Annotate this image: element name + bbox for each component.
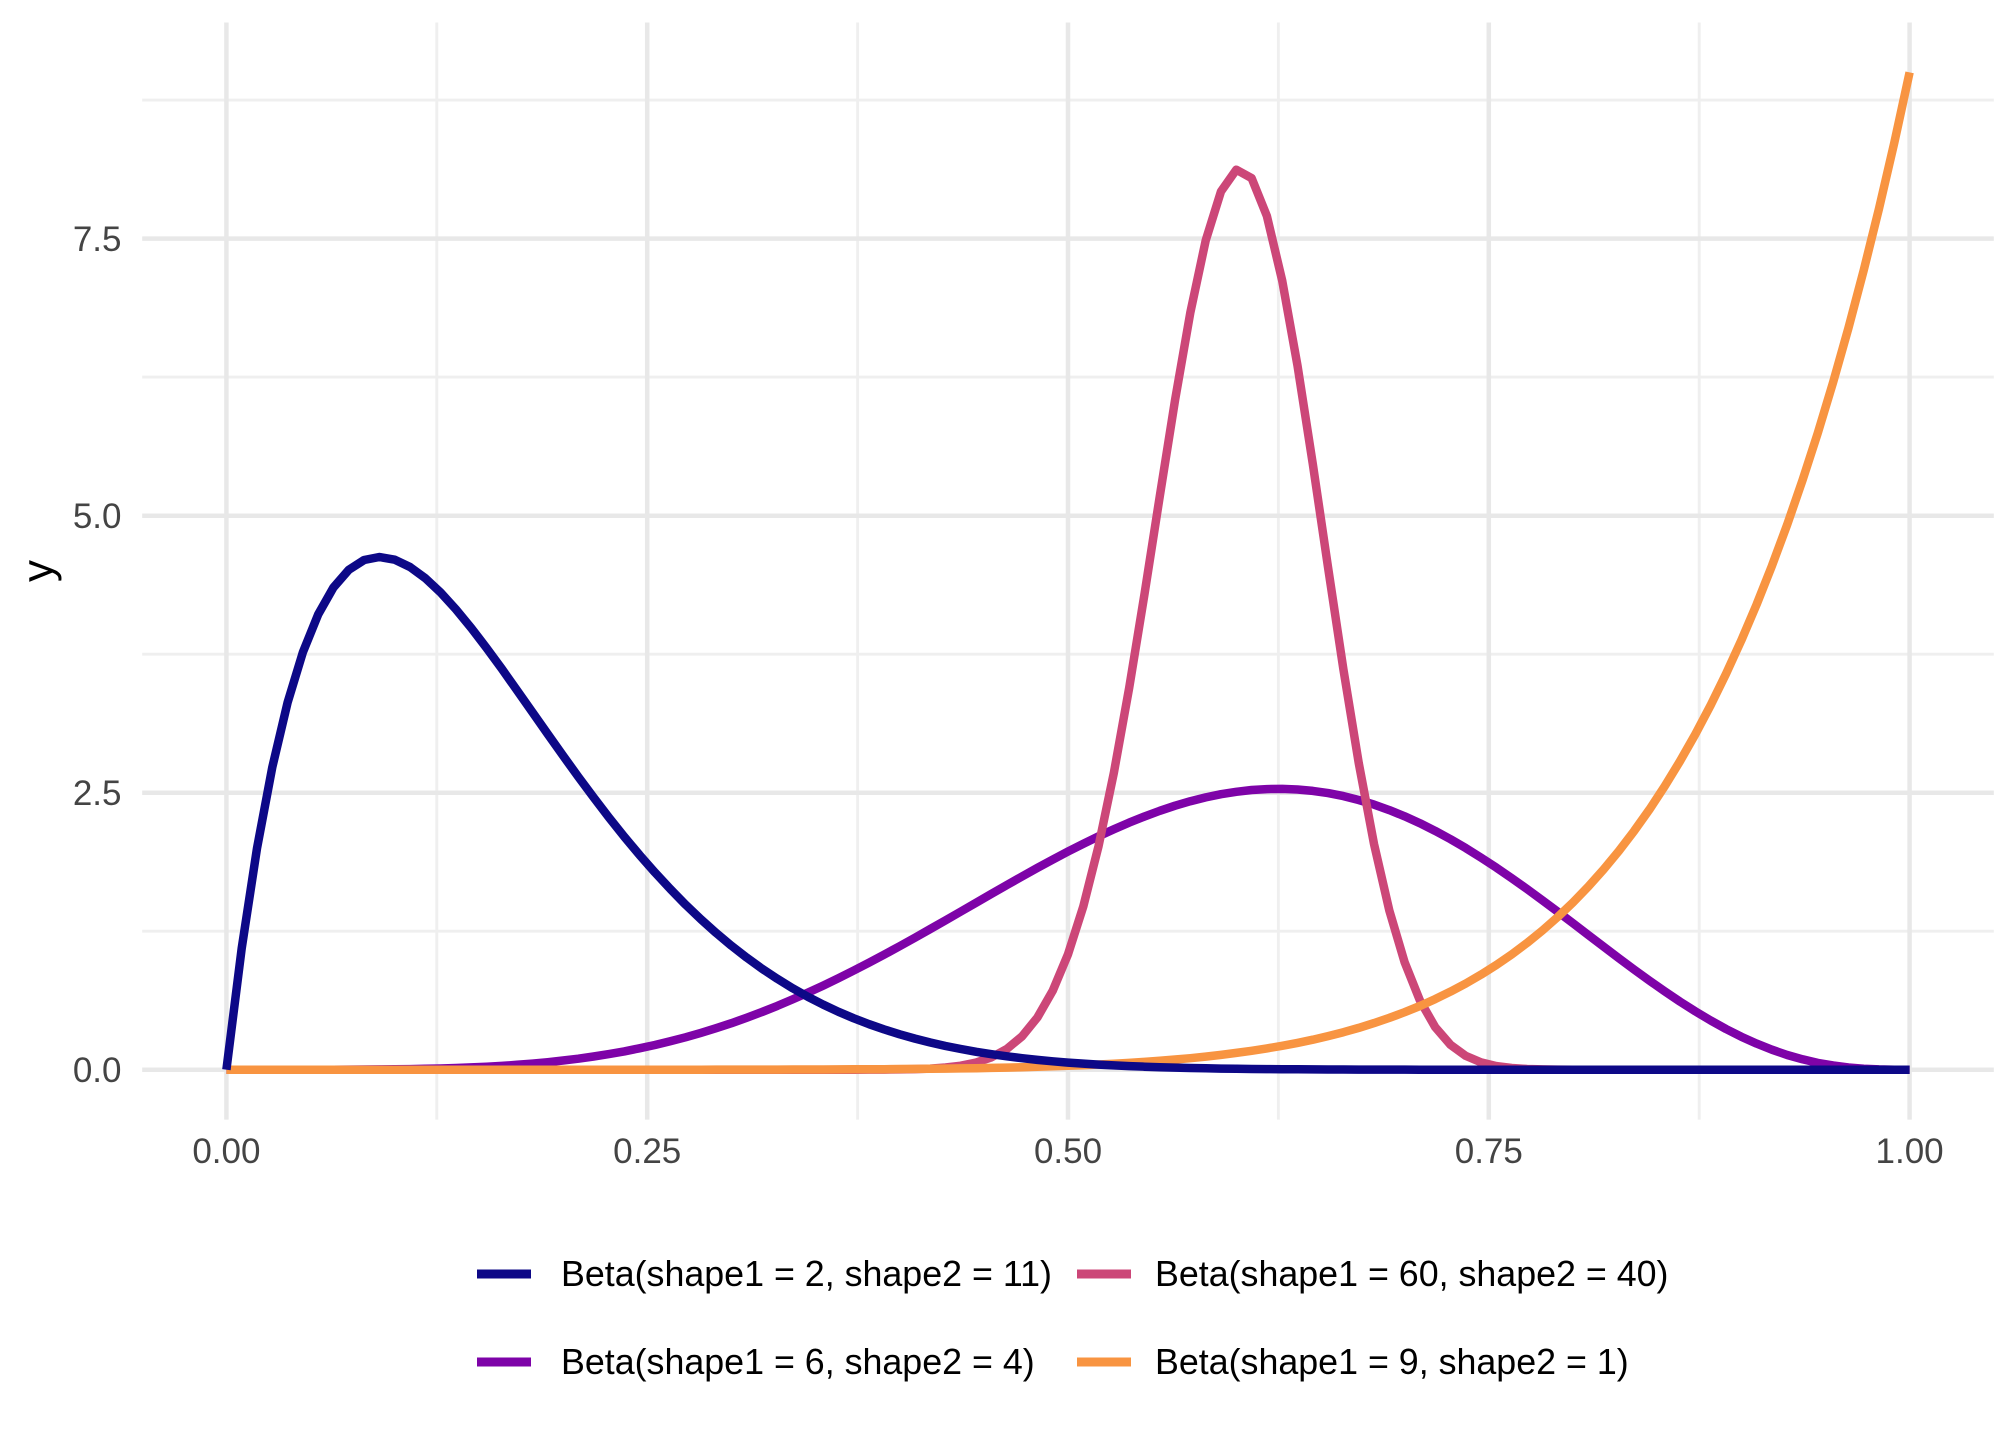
svg-text:0.50: 0.50 — [1034, 1132, 1102, 1171]
svg-text:Beta(shape1 = 60, shape2 = 40): Beta(shape1 = 60, shape2 = 40) — [1155, 1254, 1668, 1294]
svg-text:0.0: 0.0 — [73, 1051, 122, 1090]
svg-text:7.5: 7.5 — [73, 220, 122, 259]
svg-text:5.0: 5.0 — [73, 497, 122, 536]
svg-text:Beta(shape1 = 6, shape2 = 4): Beta(shape1 = 6, shape2 = 4) — [561, 1342, 1035, 1382]
svg-text:y: y — [14, 560, 63, 582]
svg-text:Beta(shape1 = 2, shape2 = 11): Beta(shape1 = 2, shape2 = 11) — [561, 1254, 1052, 1294]
svg-text:Beta(shape1 = 9, shape2 = 1): Beta(shape1 = 9, shape2 = 1) — [1155, 1342, 1629, 1382]
svg-text:1.00: 1.00 — [1876, 1132, 1944, 1171]
svg-text:0.75: 0.75 — [1455, 1132, 1523, 1171]
svg-text:2.5: 2.5 — [73, 774, 122, 813]
svg-text:0.25: 0.25 — [613, 1132, 681, 1171]
svg-text:0.00: 0.00 — [192, 1132, 260, 1171]
